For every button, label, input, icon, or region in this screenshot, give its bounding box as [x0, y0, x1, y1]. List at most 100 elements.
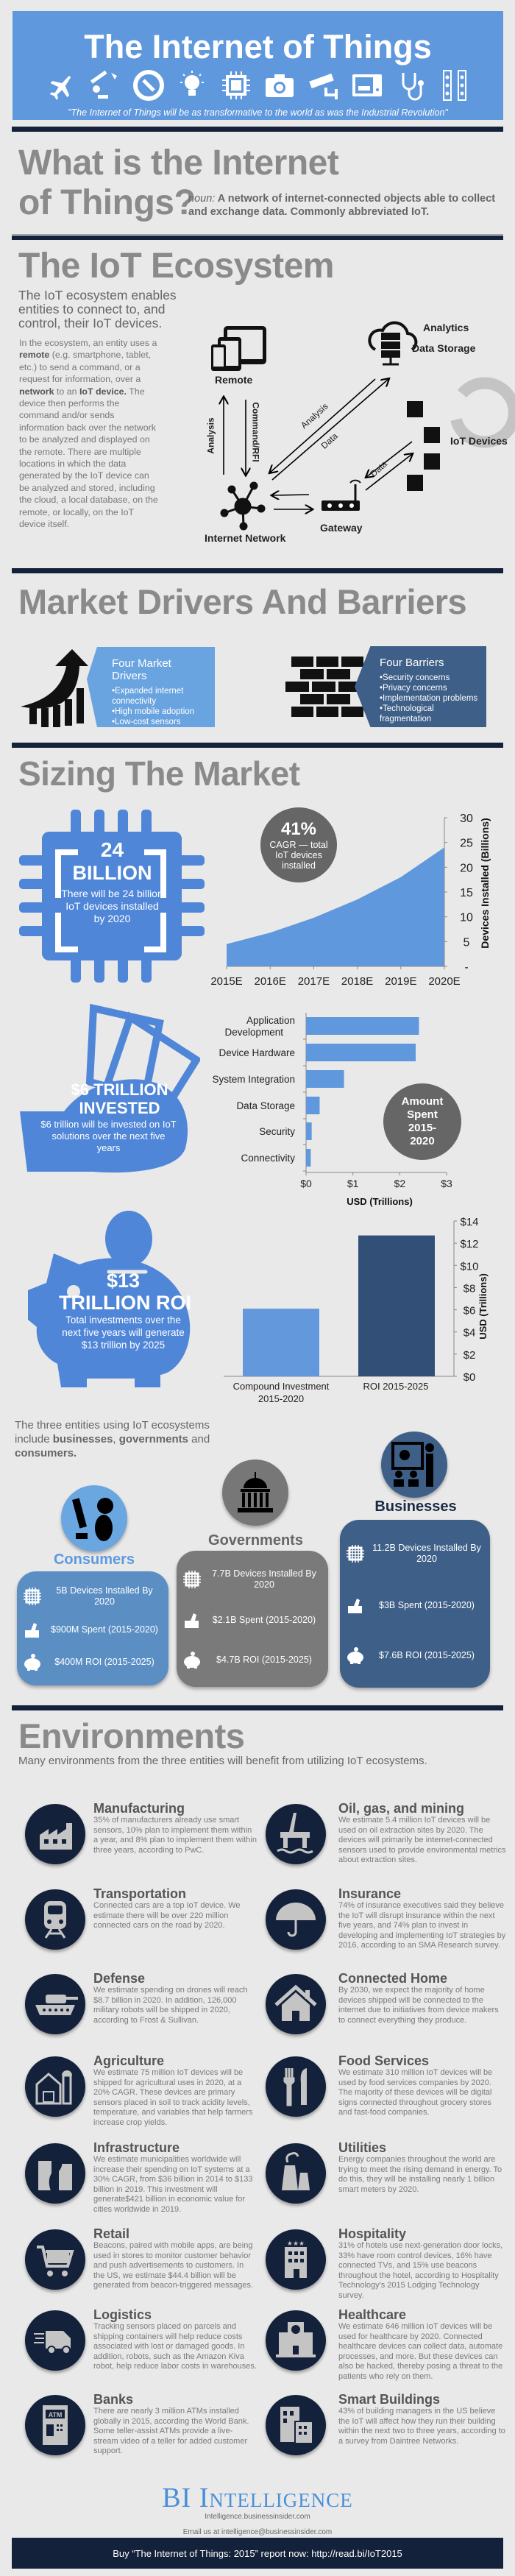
- governments-spent-text: $2.1B Spent (2015-2020): [212, 1614, 316, 1625]
- governments-title: Governments: [208, 1532, 303, 1549]
- text-segment: and: [188, 1433, 210, 1446]
- environment-title: Infrastructure: [93, 2140, 180, 2155]
- bar: [306, 1017, 419, 1035]
- train-icon: [25, 1889, 85, 1950]
- environment-description: 35% of manufacturers already use smart s…: [93, 1816, 257, 1855]
- definition-body: A network of internet-connected objects …: [188, 193, 496, 218]
- header-icon-row: [46, 70, 470, 101]
- invested-label: INVESTED: [79, 1099, 160, 1117]
- bold-term: remote: [19, 350, 50, 361]
- barriers-list: Security concernsPrivacy concernsImpleme…: [380, 673, 479, 724]
- fork-knife-icon: [266, 2056, 326, 2117]
- text-segment: (e.g. smartphone, tablet, etc.) to send …: [19, 350, 152, 385]
- barriers-item: Security concerns: [380, 673, 479, 683]
- ecosystem-diagram: [211, 321, 515, 531]
- text-segment: The three entities using IoT ecosystems …: [15, 1419, 210, 1446]
- environment-item: Infrastructure We estimate municipalities…: [93, 2140, 257, 2215]
- x-tick-label: $3: [441, 1178, 452, 1189]
- billion-text: There will be 24 billion IoT devices ins…: [61, 888, 163, 924]
- truck-icon: [25, 2310, 85, 2371]
- definition-heading-line2: of Things?: [18, 183, 196, 222]
- consumers-spent-text: $900M Spent (2015-2020): [51, 1624, 158, 1635]
- environment-description: There are nearly 3 million ATMs installe…: [93, 2407, 249, 2456]
- bi-intelligence-logo: BI Intelligence: [162, 2483, 353, 2513]
- y-tick-label: $0: [464, 1371, 476, 1384]
- barriers-title: Four Barriers: [380, 657, 444, 669]
- category-label: Security: [259, 1126, 295, 1137]
- environment-title: Smart Buildings: [338, 2392, 441, 2407]
- consumers-roi-row: $400M ROI (2015-2025): [23, 1652, 163, 1671]
- speakers-icon: [442, 70, 466, 101]
- buy-report-link[interactable]: Buy “The Internet of Things: 2015” repor…: [113, 2547, 402, 2559]
- piggy-bank-icon: [184, 1652, 200, 1669]
- bar: [306, 1097, 320, 1114]
- y-tick-label: 30: [460, 813, 473, 825]
- sizing-title: Sizing The Market: [18, 754, 300, 793]
- y-tick-label: $8: [464, 1282, 476, 1295]
- drivers-item: Large IoT investments: [112, 727, 207, 737]
- environment-item: Logistics Tracking sensors placed on parc…: [93, 2307, 257, 2372]
- tank-icon: [25, 1974, 85, 2034]
- remote-devices-icon: [211, 326, 266, 371]
- businesses-devices-text: 11.2B Devices Installed By 2020: [372, 1543, 481, 1564]
- consumers-title: Consumers: [53, 1551, 135, 1568]
- ecosystem-body: In the ecosystem, an entity uses a remot…: [19, 337, 160, 531]
- cagr-badge: 41% CAGR — total IoT devices installed: [260, 807, 337, 882]
- market-title: Market Drivers And Barriers: [18, 582, 467, 621]
- environment-description: 43% of building managers in the US belie…: [338, 2407, 505, 2446]
- environments-subtitle: Many environments from the three entitie…: [18, 1755, 427, 1767]
- definition-text: noun: A network of internet-connected ob…: [188, 192, 505, 219]
- piggy-bank-icon: [24, 1654, 40, 1671]
- environment-item: Defense We estimate spending on drones wi…: [93, 1971, 257, 2025]
- x-tick-label: 2015E: [210, 975, 242, 988]
- category-label: Application Development: [224, 1015, 295, 1038]
- y-tick-label: 15: [460, 887, 473, 899]
- devices-installed-area-chart: 2015E 2016E 2017E 2018E 2019E 2020E- 5 10 15 20 25…: [210, 813, 491, 988]
- camera-icon: [266, 74, 294, 97]
- bold-term: network: [19, 386, 54, 397]
- text-segment: to an: [54, 386, 79, 397]
- environment-item: Oil, gas, and mining We estimate 5.4 mill…: [338, 1801, 506, 1866]
- footer-website-link[interactable]: Intelligence.businessinsider.com: [205, 2513, 310, 2521]
- gateway-router-icon: [322, 479, 361, 511]
- y-tick-label: $4: [464, 1327, 476, 1340]
- invested-text: $6 trillion will be invested on IoT solu…: [40, 1119, 177, 1153]
- x-tick-label: 2019E: [385, 975, 416, 988]
- businesses-roi-row: $7.6B ROI (2015-2025): [346, 1646, 484, 1665]
- data-storage-label: Data Storage: [412, 342, 476, 354]
- x-tick-label: $1: [347, 1178, 359, 1189]
- environment-description: Tracking sensors placed on parcels and s…: [93, 2322, 257, 2371]
- invested-amount: $6 TRILLION: [71, 1080, 168, 1099]
- buy-report-banner[interactable]: Buy “The Internet of Things: 2015” repor…: [12, 2538, 503, 2569]
- y-tick-label: -: [464, 961, 468, 974]
- internet-network-hub-icon: [220, 481, 266, 531]
- governments-spent-row: $2.1B Spent (2015-2020): [182, 1610, 322, 1630]
- noun-label: noun:: [188, 193, 216, 205]
- bold-term: IoT device.: [79, 386, 127, 397]
- gateway-label: Gateway: [320, 522, 363, 534]
- y-axis-title: Devices Installed (Billions): [479, 818, 491, 948]
- footer-email[interactable]: Email us at intelligence@businessinsider…: [182, 2528, 333, 2536]
- drivers-list: Expanded internet connectivityHigh mobil…: [112, 686, 207, 737]
- security-camera-icon: [308, 73, 338, 99]
- header-quote: "The Internet of Things will be as trans…: [68, 107, 448, 118]
- businesses-title: Businesses: [374, 1498, 457, 1515]
- chip-icon: [221, 71, 250, 99]
- x-tick-label: 2017E: [298, 975, 330, 988]
- market-drivers-box: Four Market Drivers Expanded internet co…: [87, 647, 215, 727]
- page-title: The Internet of Things: [84, 28, 432, 66]
- governments-icon: [222, 1459, 288, 1526]
- buildings-icon: [266, 2395, 326, 2455]
- piggy-bank-icon: [28, 1211, 191, 1387]
- house-icon: [266, 1974, 326, 2034]
- environment-title: Transportation: [93, 1886, 187, 1901]
- governments-roi-row: $4.7B ROI (2015-2025): [182, 1650, 322, 1669]
- internet-network-label: Internet Network: [205, 532, 286, 544]
- y-tick-label: $12: [460, 1238, 478, 1250]
- growth-arrow-icon: [21, 649, 88, 727]
- category-label: System Integration: [212, 1074, 295, 1085]
- environment-description: We estimate spending on drones will reac…: [93, 1986, 248, 2025]
- money-hand-icon: [20, 1003, 200, 1173]
- chip-icon: [24, 1587, 41, 1605]
- y-tick-label: $6: [464, 1305, 476, 1317]
